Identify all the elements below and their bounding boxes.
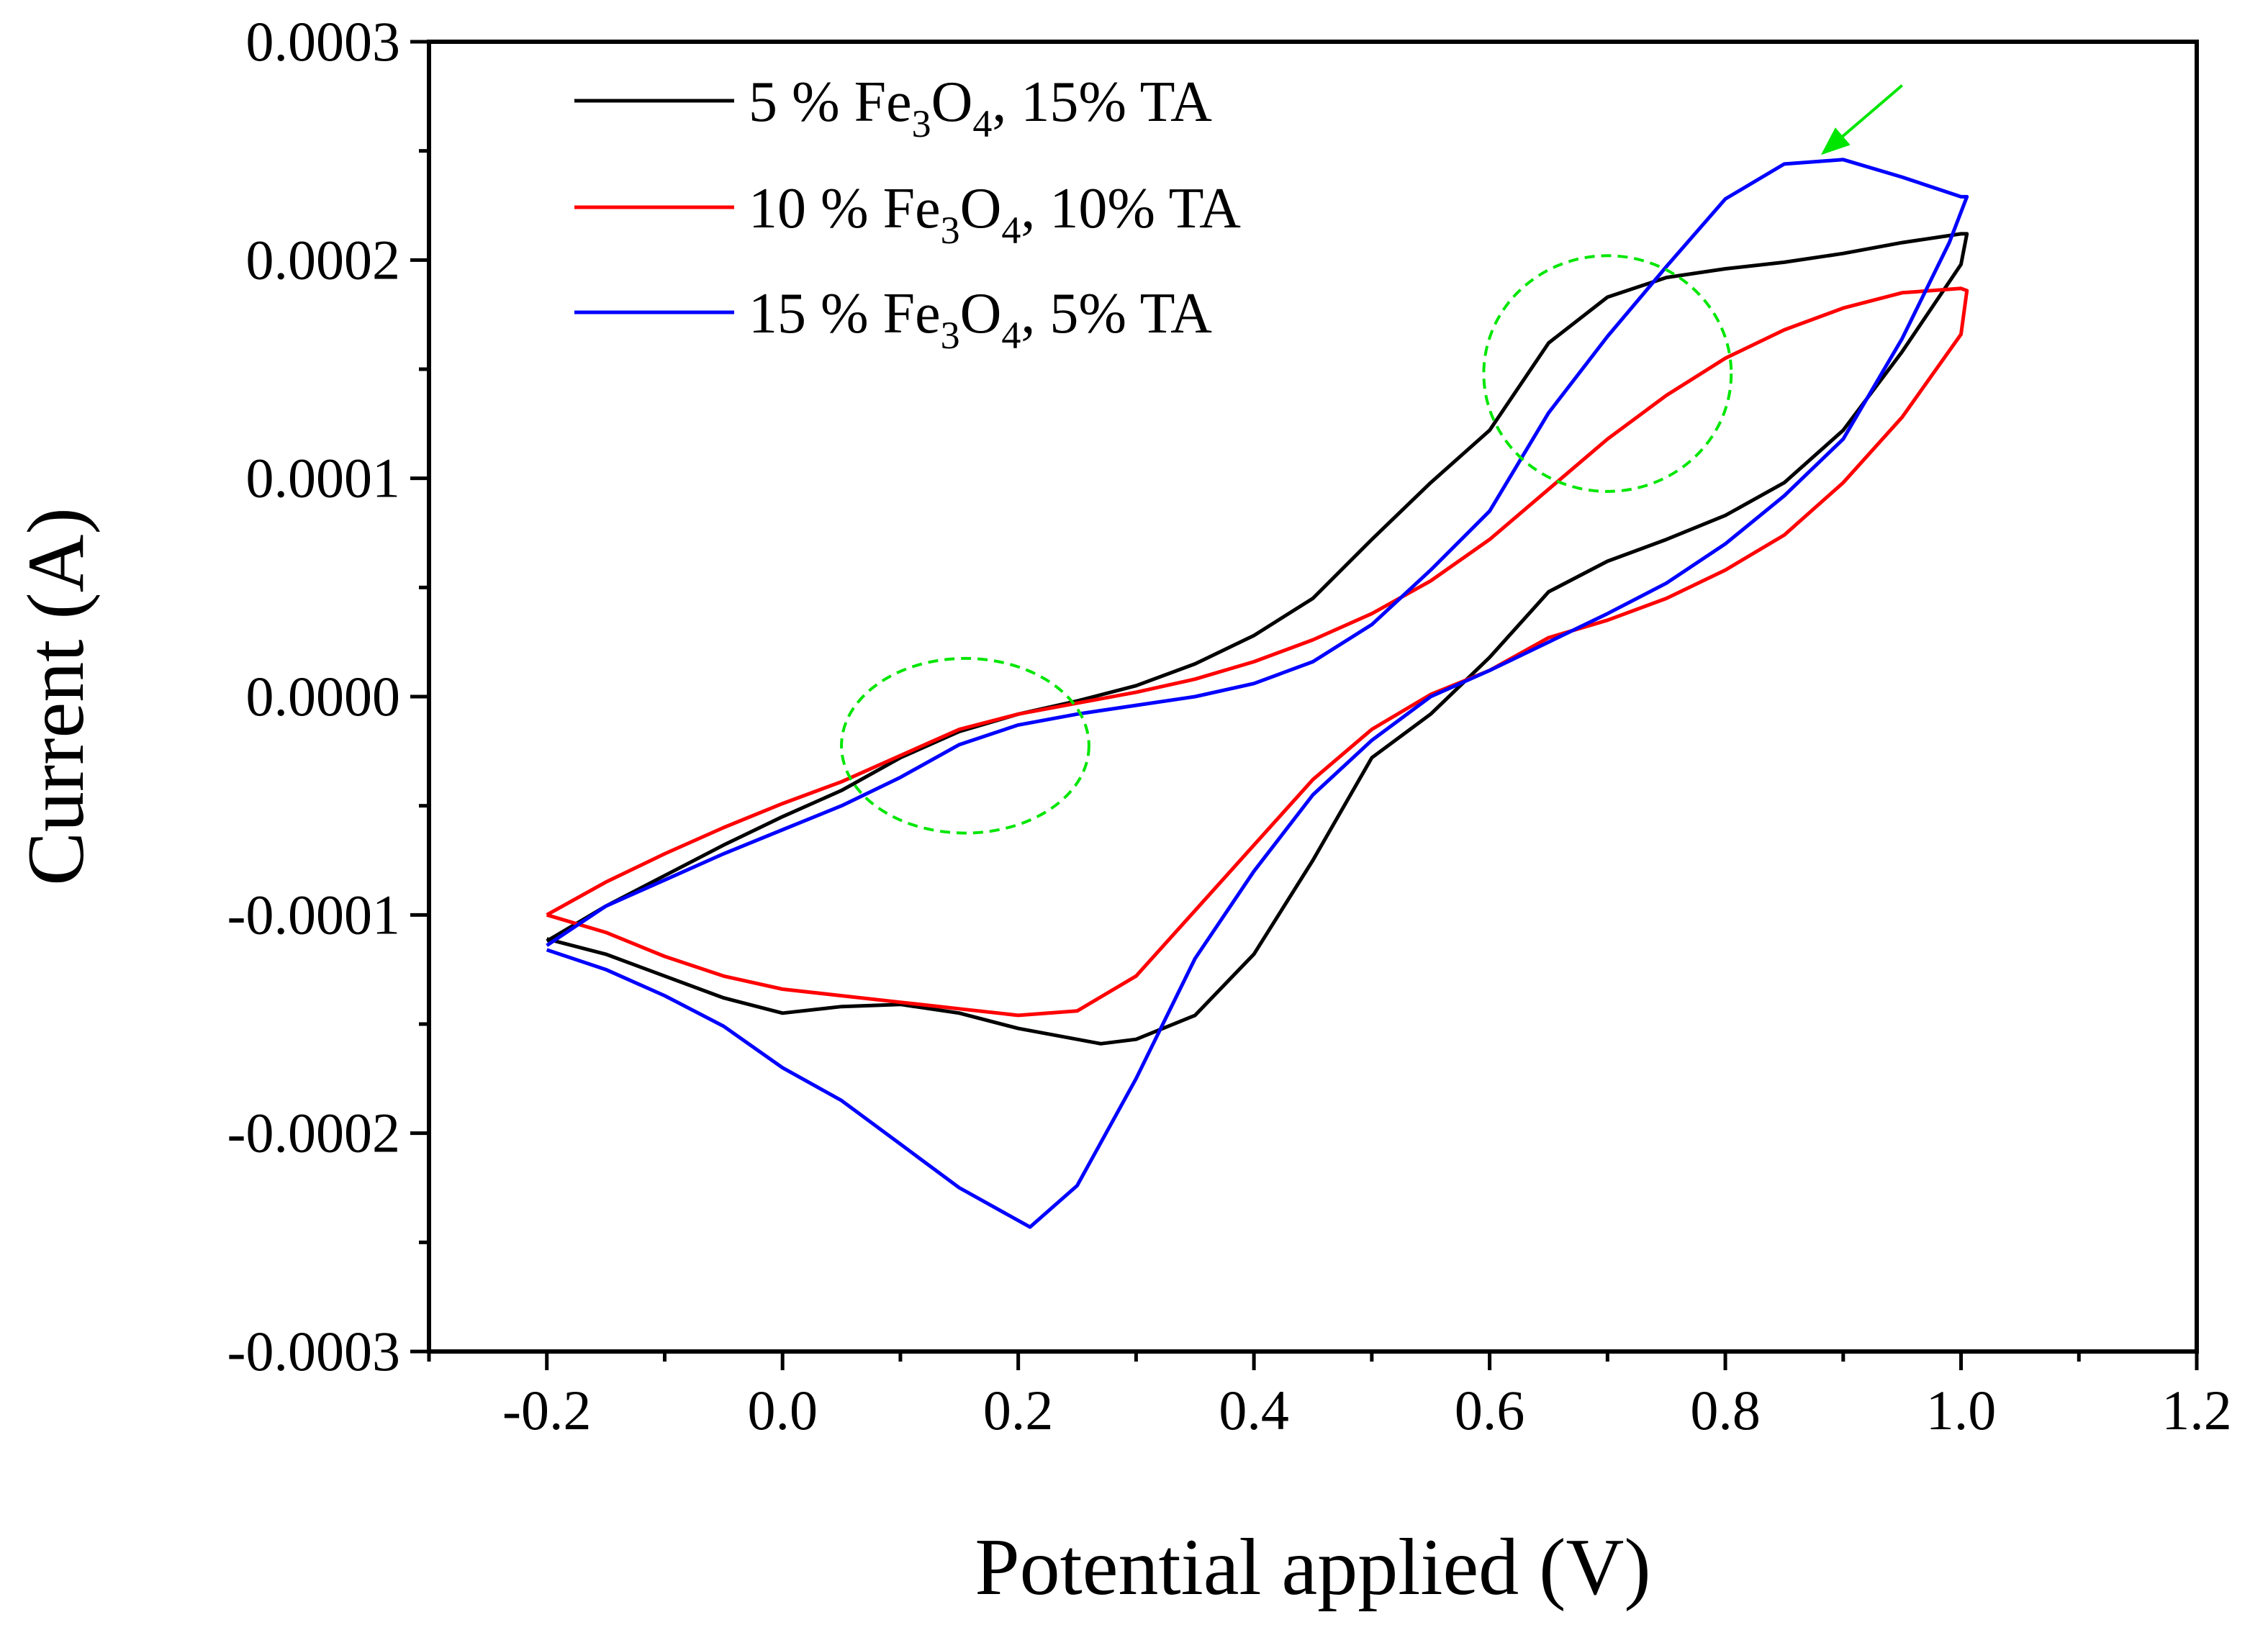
y-tick-label: -0.0002 [227, 1102, 400, 1164]
series-line [546, 158, 1969, 1229]
series-line [546, 286, 1969, 1018]
x-axis-tick-labels: -0.2 0.0 0.2 0.4 0.6 0.8 1.0 1.2 [502, 1379, 2232, 1441]
annotation-layer [840, 84, 1903, 835]
series-layer [546, 158, 1969, 1229]
legend-entry: 5 % Fe3O4, 15% TA [574, 71, 1212, 145]
x-tick-label: 0.8 [1690, 1379, 1761, 1441]
x-tick-label: 0.4 [1219, 1379, 1289, 1441]
x-tick-label: 0.6 [1455, 1379, 1525, 1441]
legend-label: 10 % Fe3O4, 10% TA [749, 177, 1241, 252]
y-axis-title: Current (A) [12, 507, 101, 886]
legend-label: 5 % Fe3O4, 15% TA [749, 71, 1212, 145]
x-axis-title: Potential applied (V) [975, 1523, 1650, 1612]
y-tick-label: 0.0003 [246, 10, 401, 73]
peak-arrow [1820, 84, 1903, 155]
x-tick-label: 1.0 [1926, 1379, 1997, 1441]
y-tick-label: 0.0000 [246, 665, 401, 728]
highlight-ellipse [840, 656, 1090, 835]
highlight-ellipse [1482, 254, 1733, 493]
legend-label: 15 % Fe3O4, 5% TA [749, 282, 1212, 357]
legend-entry: 15 % Fe3O4, 5% TA [574, 282, 1212, 357]
y-tick-label: 0.0002 [246, 228, 401, 291]
y-tick-label: -0.0001 [227, 883, 400, 946]
y-tick-label: 0.0001 [246, 447, 401, 510]
legend-entry: 10 % Fe3O4, 10% TA [574, 177, 1241, 252]
axis-ticks [410, 40, 2199, 1370]
y-tick-label: -0.0003 [227, 1320, 400, 1382]
legend: 5 % Fe3O4, 15% TA 10 % Fe3O4, 10% TA 15 … [574, 71, 1241, 357]
x-tick-label: 0.2 [983, 1379, 1054, 1441]
x-tick-label: -0.2 [502, 1379, 591, 1441]
x-tick-label: 1.2 [2161, 1379, 2232, 1441]
x-tick-label: 0.0 [747, 1379, 818, 1441]
y-axis-tick-labels: 0.0003 0.0002 0.0001 0.0000 -0.0001 -0.0… [227, 10, 400, 1382]
